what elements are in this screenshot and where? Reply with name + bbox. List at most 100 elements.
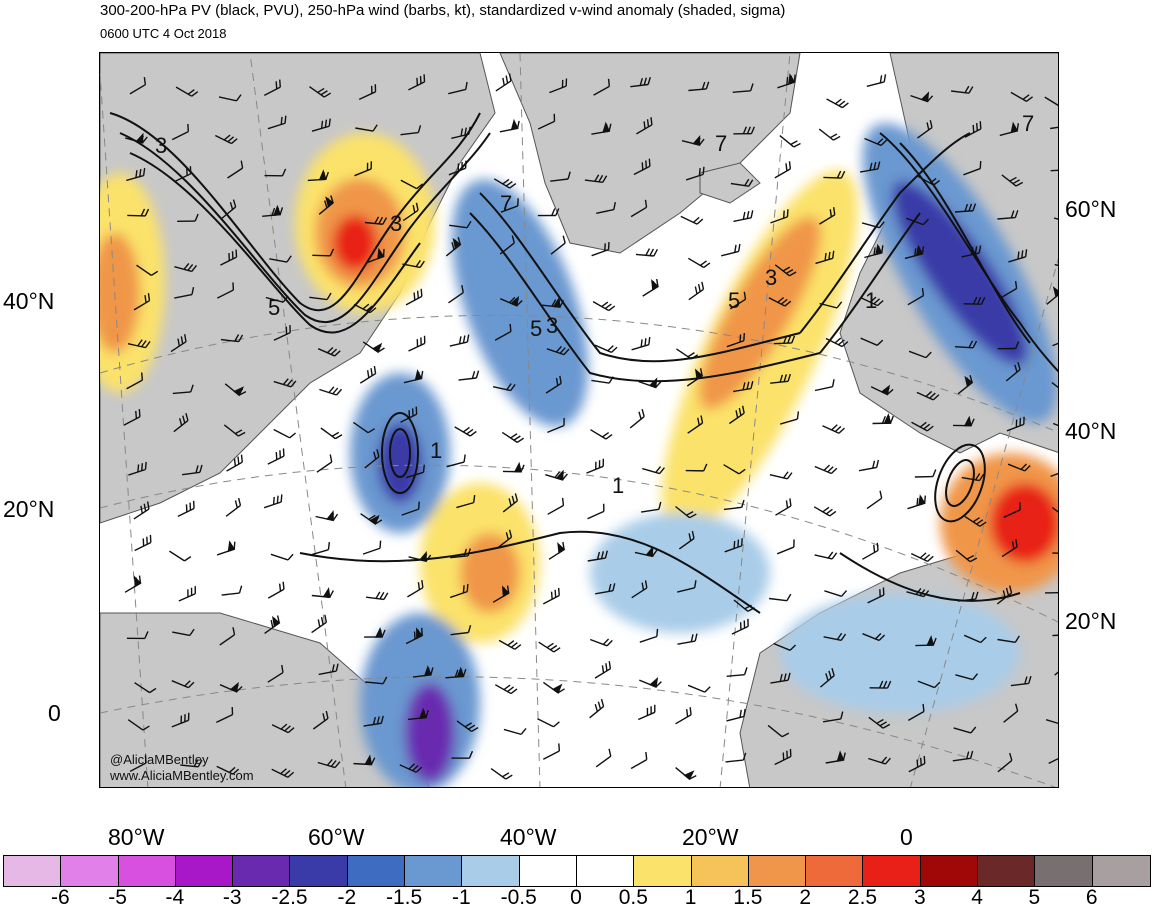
wind-barb: [595, 748, 612, 768]
wind-barb: [642, 278, 660, 297]
wind-barb: [822, 424, 845, 434]
map-title: 300-200-hPa PV (black, PVU), 250-hPa win…: [100, 2, 786, 19]
wind-barb: [172, 384, 194, 395]
wind-barb: [1003, 703, 1019, 723]
iceland-land: [699, 162, 761, 204]
wind-barb: [629, 409, 645, 429]
wind-barb: [172, 628, 195, 637]
wind-barb: [814, 464, 838, 475]
wind-barb: [773, 642, 797, 651]
wind-barb: [402, 202, 419, 222]
credit-handle: @AliciaMBentley: [110, 752, 209, 767]
colorbar-swatch: [175, 856, 234, 886]
wind-barb: [770, 373, 792, 384]
colorbar-swatch: [748, 856, 807, 886]
wind-barb: [957, 591, 979, 602]
wind-barb: [180, 759, 203, 768]
wind-barb: [171, 680, 195, 689]
wind-barb: [867, 587, 885, 604]
wind-barb: [675, 767, 697, 781]
wind-barb: [955, 549, 978, 563]
wind-barb: [401, 501, 420, 516]
wind-barb: [862, 542, 879, 560]
wind-barb: [542, 681, 565, 694]
wind-barb: [267, 581, 285, 599]
wind-barb: [961, 473, 985, 482]
wind-barb: [826, 98, 849, 109]
wind-barb: [546, 345, 570, 356]
wind-barb: [219, 627, 236, 646]
lon-label: 60°W: [308, 824, 365, 850]
colorbar-label: -6: [50, 886, 70, 909]
wind-barb: [264, 168, 287, 177]
lon-label: 20°W: [682, 824, 739, 850]
wind-barb: [724, 538, 743, 553]
wind-barb: [542, 587, 560, 605]
wind-barb: [726, 667, 748, 677]
wind-barb: [365, 676, 388, 685]
colorbar-label: -1.5: [386, 886, 423, 909]
wind-barb: [733, 210, 754, 223]
wind-barb: [363, 715, 384, 727]
wind-barb: [825, 337, 849, 348]
wind-barb: [273, 428, 297, 439]
wind-barb: [868, 756, 891, 765]
wind-barb: [215, 706, 234, 724]
wind-barb: [1050, 125, 1058, 130]
wind-barb: [263, 79, 281, 97]
wind-barb: [451, 126, 471, 139]
wind-barb: [1008, 249, 1028, 263]
wind-barb: [316, 454, 333, 473]
wind-barb: [315, 510, 339, 522]
wind-barb: [126, 372, 144, 390]
wind-barb: [860, 161, 881, 173]
wind-barb: [631, 337, 651, 351]
colorbar-swatch: [233, 856, 291, 886]
wind-barb: [1046, 285, 1058, 305]
wind-barb: [1003, 502, 1021, 519]
lat-label-left: 40°N: [3, 288, 55, 314]
wind-barb: [267, 115, 287, 130]
colorbar-label: -4: [165, 886, 185, 909]
wind-barb: [503, 728, 527, 736]
wind-barb: [687, 684, 711, 693]
wind-barb: [726, 333, 746, 348]
wind-barb: [636, 117, 653, 135]
wind-barb: [915, 635, 937, 647]
wind-barb: [449, 334, 470, 347]
wind-barb: [127, 339, 151, 349]
wind-barb: [450, 548, 472, 559]
wind-barb: [862, 633, 886, 642]
colorbar-swatch: [347, 856, 406, 886]
colorbar-swatch: [1035, 856, 1093, 886]
colorbar-label: 5: [1028, 886, 1041, 909]
wind-barb: [352, 421, 375, 434]
wind-barb: [492, 585, 510, 603]
wind-barb: [170, 334, 187, 353]
wind-barb: [358, 84, 377, 101]
lon-label: 80°W: [108, 824, 165, 850]
wind-barb: [225, 497, 242, 517]
wind-barb: [127, 208, 150, 217]
wind-barb: [730, 178, 754, 187]
wind-barb: [642, 466, 665, 475]
wind-barb: [954, 203, 977, 213]
wind-barb: [687, 257, 711, 269]
pv-cutoff-hurricane: [381, 412, 419, 494]
wind-barb: [731, 618, 749, 635]
wind-barb: [220, 334, 244, 343]
wind-barb: [177, 500, 195, 518]
colorbar-label: -2.5: [271, 886, 308, 909]
wind-barb: [767, 724, 790, 738]
wind-barb: [1054, 263, 1058, 270]
wind-barb: [456, 494, 476, 509]
wind-barb: [866, 74, 887, 87]
lat-label-right: 20°N: [1065, 608, 1117, 634]
wind-barb: [127, 719, 150, 731]
wind-barb: [823, 170, 846, 179]
wind-barb: [360, 513, 383, 526]
colorbar-swatch: [519, 856, 577, 886]
wind-barb: [355, 124, 378, 132]
wind-barb: [175, 86, 199, 97]
wind-barb: [904, 244, 925, 260]
